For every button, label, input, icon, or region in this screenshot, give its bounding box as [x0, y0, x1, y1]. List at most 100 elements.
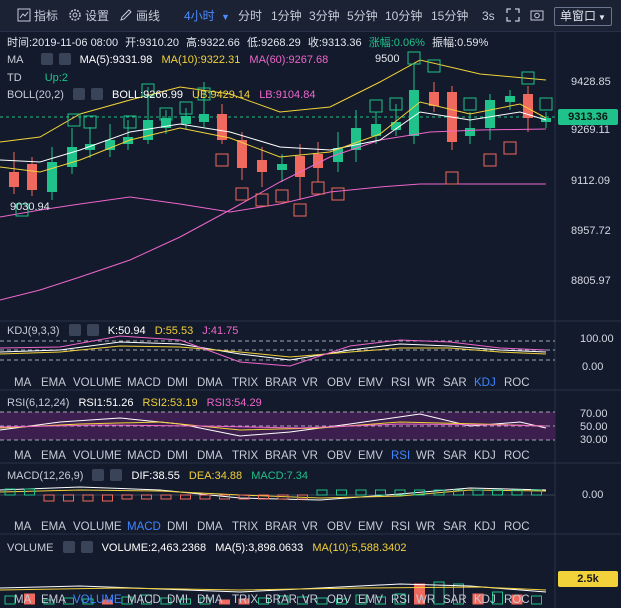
- boll-name: BOLL(20,2): [7, 89, 64, 101]
- interval-dropdown[interactable]: 4小时 ▼: [184, 0, 230, 32]
- indicator-tab-brar[interactable]: BRAR: [265, 450, 297, 462]
- indicator-tab-brar[interactable]: BRAR: [265, 594, 297, 606]
- indicator-tab-sar[interactable]: SAR: [443, 521, 467, 533]
- macd-dif: DIF:38.55: [131, 470, 180, 482]
- indicator-tab-dmi[interactable]: DMI: [167, 521, 189, 533]
- indicator-tab-macd[interactable]: MACD: [127, 594, 161, 606]
- interval-option[interactable]: 10分钟: [385, 9, 423, 23]
- volume-bar: [238, 598, 250, 605]
- indicator-tab-volume[interactable]: VOLUME: [73, 450, 122, 462]
- candle-body: [237, 140, 247, 168]
- indicator-tab-rsi[interactable]: RSI: [391, 521, 411, 533]
- indicator-tab-volume[interactable]: VOLUME: [73, 377, 122, 389]
- fullscreen-button[interactable]: [506, 0, 523, 32]
- indicator-tab-dma[interactable]: DMA: [197, 450, 223, 462]
- indicator-tab-kdj[interactable]: KDJ: [474, 594, 496, 606]
- draw-button[interactable]: 画线: [119, 0, 160, 32]
- indicator-tab-obv[interactable]: OBV: [327, 450, 352, 462]
- close-icon[interactable]: [86, 324, 99, 336]
- indicator-tab-ema[interactable]: EMA: [41, 521, 66, 533]
- camera-button[interactable]: [530, 0, 547, 32]
- settings-icon[interactable]: [72, 88, 85, 100]
- indicator-tab-wr[interactable]: WR: [416, 594, 436, 606]
- interval-option[interactable]: 15分钟: [431, 9, 469, 23]
- indicator-tab-brar[interactable]: BRAR: [265, 521, 297, 533]
- indicator-tab-sar[interactable]: SAR: [443, 450, 467, 462]
- indicator-tab-obv[interactable]: OBV: [327, 594, 352, 606]
- settings-icon[interactable]: [92, 469, 105, 481]
- indicator-tab-roc[interactable]: ROC: [504, 377, 530, 389]
- interval-option[interactable]: 1分钟: [271, 9, 302, 23]
- indicator-tab-roc[interactable]: ROC: [504, 450, 530, 462]
- settings-button[interactable]: 设置: [68, 0, 109, 32]
- indicator-tab-ema[interactable]: EMA: [41, 594, 66, 606]
- indicator-tab-rsi[interactable]: RSI: [391, 377, 411, 389]
- indicator-tab-trix[interactable]: TRIX: [232, 377, 259, 389]
- interval-option[interactable]: 分时: [238, 9, 263, 23]
- indicator-tab-kdj[interactable]: KDJ: [474, 450, 496, 462]
- indicator-tab-wr[interactable]: WR: [416, 450, 436, 462]
- indicator-tab-rsi[interactable]: RSI: [391, 594, 411, 606]
- indicator-tab-obv[interactable]: OBV: [327, 377, 352, 389]
- indicator-tab-ma[interactable]: MA: [14, 377, 32, 389]
- td-up-marker: [463, 97, 477, 111]
- indicator-tab-sar[interactable]: SAR: [443, 594, 467, 606]
- indicator-tab-volume[interactable]: VOLUME: [73, 521, 122, 533]
- td-up-marker: [539, 97, 553, 111]
- indicator-tab-dmi[interactable]: DMI: [167, 377, 189, 389]
- close-icon[interactable]: [80, 541, 93, 553]
- indicator-tab-vr[interactable]: VR: [302, 377, 318, 389]
- interval-option[interactable]: 3分钟: [309, 9, 340, 23]
- settings-icon[interactable]: [40, 53, 53, 65]
- macd-dif-line: [0, 486, 547, 501]
- close-icon[interactable]: [58, 53, 71, 65]
- indicator-tab-emv[interactable]: EMV: [358, 450, 383, 462]
- indicator-tab-dma[interactable]: DMA: [197, 594, 223, 606]
- indicator-tab-trix[interactable]: TRIX: [232, 521, 259, 533]
- indicator-tab-dmi[interactable]: DMI: [167, 594, 189, 606]
- indicator-tab-emv[interactable]: EMV: [358, 594, 383, 606]
- indicator-tab-ma[interactable]: MA: [14, 594, 32, 606]
- volume-bar: [63, 597, 74, 605]
- indicators-button[interactable]: 指标: [17, 0, 58, 32]
- ma10-value: MA(10):9322.31: [161, 54, 241, 66]
- indicator-tab-wr[interactable]: WR: [416, 521, 436, 533]
- indicator-tab-obv[interactable]: OBV: [327, 521, 352, 533]
- indicator-tab-wr[interactable]: WR: [416, 377, 436, 389]
- indicator-tab-ema[interactable]: EMA: [41, 450, 66, 462]
- indicator-tab-macd[interactable]: MACD: [127, 521, 161, 533]
- interval-option[interactable]: 3s: [482, 9, 495, 23]
- indicator-tab-ema[interactable]: EMA: [41, 377, 66, 389]
- indicator-tab-volume[interactable]: VOLUME: [73, 594, 122, 606]
- indicator-tab-kdj[interactable]: KDJ: [474, 377, 496, 389]
- settings-icon[interactable]: [68, 324, 81, 336]
- indicator-tab-vr[interactable]: VR: [302, 450, 318, 462]
- settings-icon[interactable]: [62, 541, 75, 553]
- indicator-tab-roc[interactable]: ROC: [504, 521, 530, 533]
- indicator-tab-dma[interactable]: DMA: [197, 377, 223, 389]
- interval-option[interactable]: 5分钟: [347, 9, 378, 23]
- close-icon[interactable]: [90, 88, 103, 100]
- indicator-tab-emv[interactable]: EMV: [358, 521, 383, 533]
- indicator-tab-rsi[interactable]: RSI: [391, 450, 411, 462]
- indicator-tab-dma[interactable]: DMA: [197, 521, 223, 533]
- indicator-tab-sar[interactable]: SAR: [443, 377, 467, 389]
- indicator-tab-ma[interactable]: MA: [14, 450, 32, 462]
- close-icon[interactable]: [110, 469, 123, 481]
- indicator-tab-emv[interactable]: EMV: [358, 377, 383, 389]
- indicator-tab-brar[interactable]: BRAR: [265, 377, 297, 389]
- indicator-tab-macd[interactable]: MACD: [127, 377, 161, 389]
- ohlc-time: 时间:2019-11-06 08:00: [7, 37, 119, 49]
- indicator-tab-macd[interactable]: MACD: [127, 450, 161, 462]
- volume-bar: [297, 596, 308, 605]
- indicator-tab-trix[interactable]: TRIX: [232, 450, 259, 462]
- indicator-tab-kdj[interactable]: KDJ: [474, 521, 496, 533]
- indicator-tab-trix[interactable]: TRIX: [232, 594, 259, 606]
- indicator-tab-ma[interactable]: MA: [14, 521, 32, 533]
- window-mode-button[interactable]: 单窗口 ▼: [554, 7, 612, 26]
- indicator-tab-vr[interactable]: VR: [302, 521, 318, 533]
- kline-chart[interactable]: [0, 32, 621, 608]
- indicator-tab-dmi[interactable]: DMI: [167, 450, 189, 462]
- indicator-tab-vr[interactable]: VR: [302, 594, 318, 606]
- indicator-tab-roc[interactable]: ROC: [504, 594, 530, 606]
